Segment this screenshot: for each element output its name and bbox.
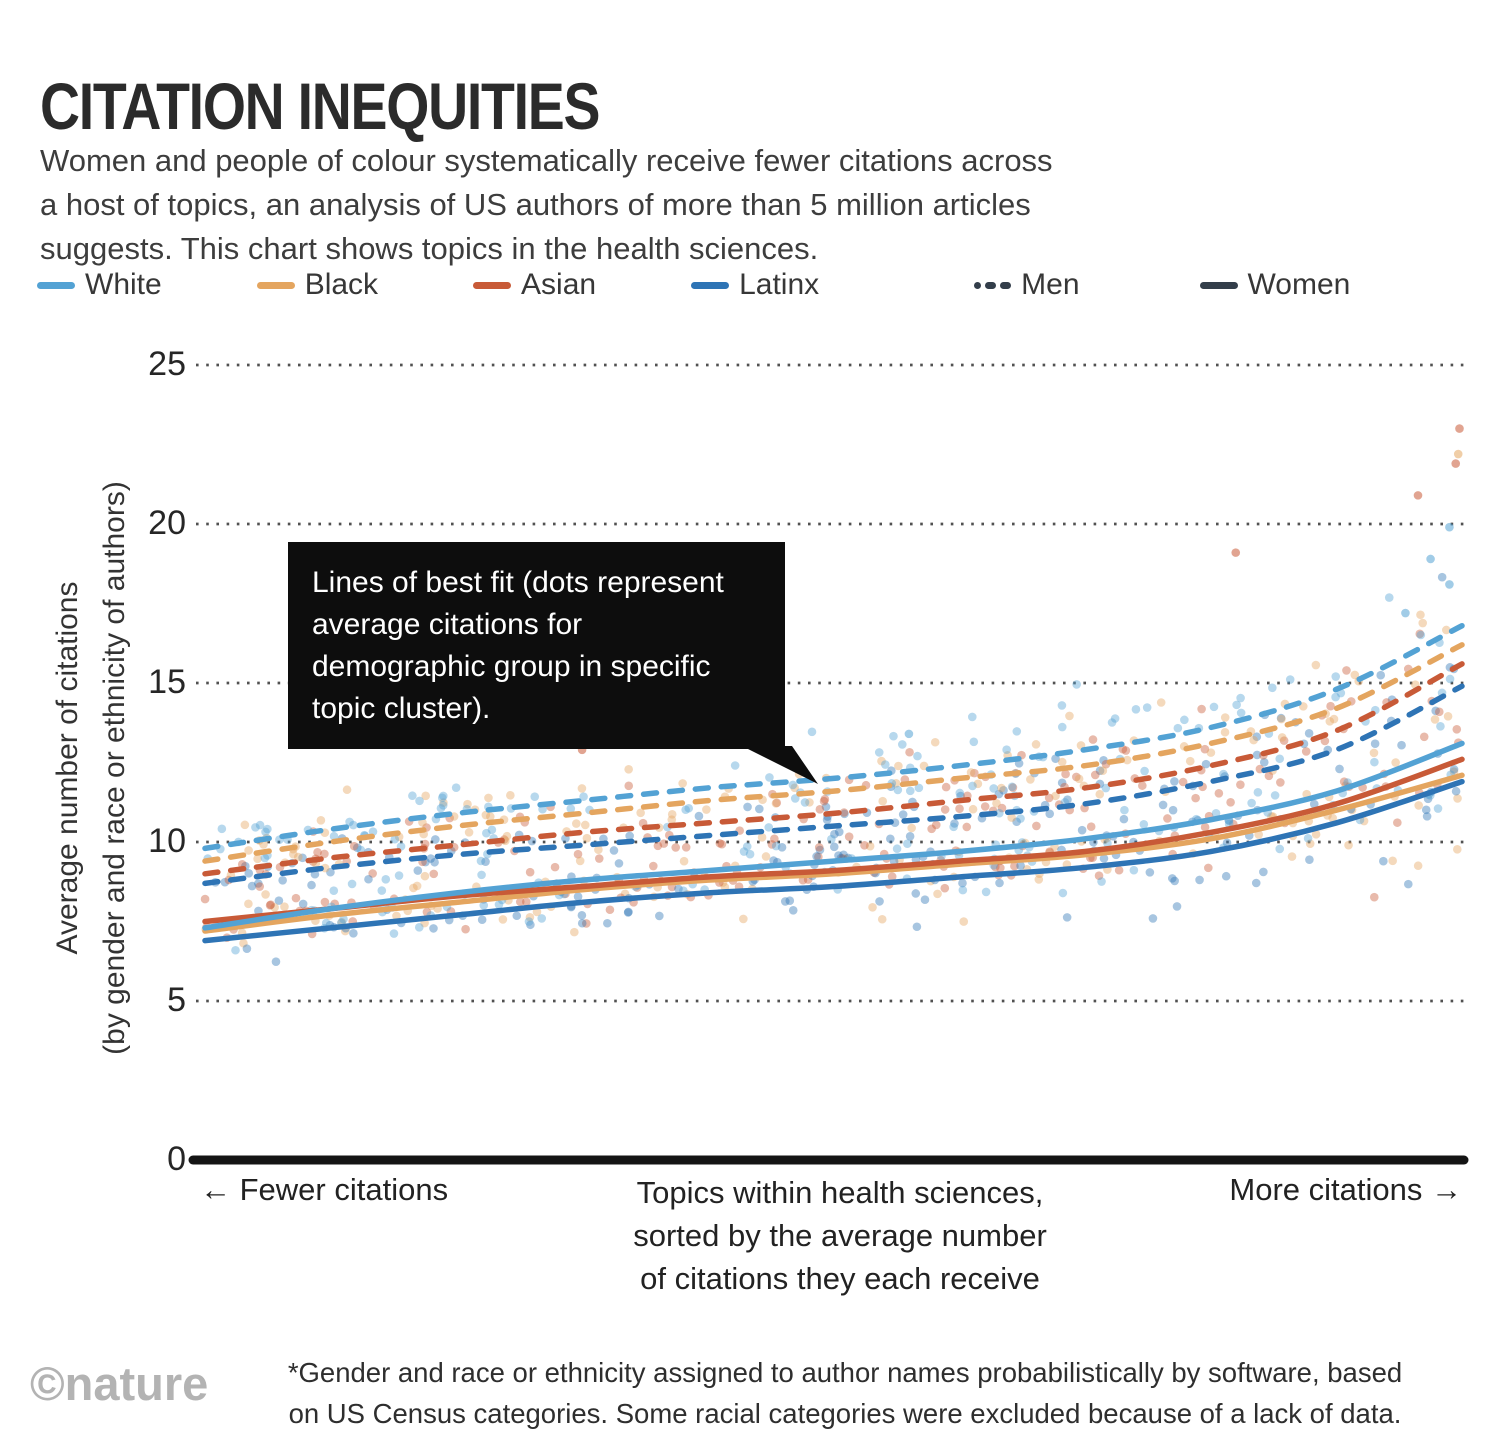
legend-item-asian: Asian (473, 268, 596, 302)
y-tick-label-20: 20 (148, 504, 186, 542)
line-swatch-white (37, 281, 75, 289)
legend-item-latinx: Latinx (691, 268, 819, 302)
legend-label: Latinx (739, 268, 820, 301)
y-tick-label-5: 5 (167, 981, 186, 1019)
y-tick-label-0: 0 (167, 1140, 186, 1178)
legend-label: Women (1247, 268, 1351, 301)
x-axis-label-more: More citations → (1229, 1172, 1462, 1207)
legend-item-white: White (37, 268, 162, 302)
y-tick-label-25: 25 (148, 345, 186, 383)
legend-label: Asian (521, 268, 597, 301)
line-swatch-asian (473, 281, 512, 289)
callout-box: Lines of best fit (dots represent averag… (288, 542, 785, 749)
legend: White Black Asian Latinx Men Women (37, 268, 1350, 302)
legend-item-women: Women (1199, 268, 1351, 302)
trend-line-asian_men (202, 661, 1465, 877)
trend-line-latinx_men (202, 683, 1465, 887)
page-title: CITATION INEQUITIES (40, 69, 600, 144)
x-axis-title: Topics within health sciences, sorted by… (633, 1175, 1047, 1296)
footnote: *Gender and race or ethnicity assigned t… (287, 1357, 1403, 1430)
trend-line-latinx_women (202, 778, 1465, 944)
y-tick-label-15: 15 (148, 663, 186, 701)
trend-line-black_men (202, 642, 1465, 864)
legend-item-men: Men (974, 268, 1080, 302)
line-swatch-black (256, 281, 295, 289)
trend-line-white_men (202, 623, 1465, 852)
dashed-line-swatch-men (974, 281, 1012, 289)
callout-text: Lines of best fit (dots represent averag… (312, 566, 724, 725)
trend-line-white_women (202, 740, 1465, 931)
x-axis-label-fewer: ← Fewer citations (200, 1172, 449, 1207)
legend-label: Black (304, 268, 379, 301)
line-swatch-women (1199, 281, 1238, 289)
legend-label: White (85, 268, 162, 301)
trend-line-black_women (202, 772, 1465, 934)
line-swatch-latinx (691, 281, 730, 289)
y-tick-label-10: 10 (148, 822, 186, 860)
chart-subtitle: Women and people of colour systematicall… (40, 143, 1053, 267)
nature-logo: ©nature (30, 1357, 209, 1410)
legend-label: Men (1021, 268, 1080, 301)
legend-item-black: Black (256, 268, 379, 302)
